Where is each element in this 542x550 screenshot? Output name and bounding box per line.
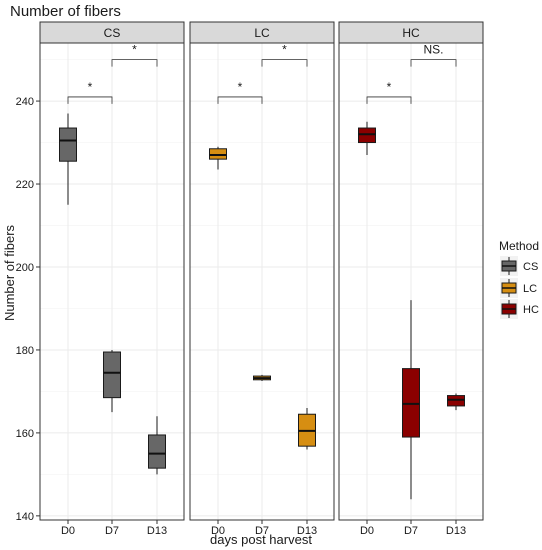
box-d7 <box>402 300 420 500</box>
facet-strip-label: HC <box>402 26 420 40</box>
significance-bracket <box>67 96 113 104</box>
facet-strip-label: LC <box>254 26 270 40</box>
box-iqr <box>59 127 77 162</box>
legend-label: HC <box>523 304 539 316</box>
x-tick-label: D0 <box>61 525 75 537</box>
y-tick-label: 180 <box>16 345 34 357</box>
box-d0 <box>358 121 376 155</box>
y-tick-label: 220 <box>16 179 34 191</box>
x-tick-label: D13 <box>147 525 167 537</box>
box-d13 <box>148 416 166 475</box>
y-axis-label: Number of fibers <box>2 224 17 321</box>
significance-label: * <box>282 43 287 57</box>
y-tick-label: 240 <box>16 96 34 108</box>
x-axis-label: days post harvest <box>210 532 312 547</box>
y-tick-label: 160 <box>16 428 34 440</box>
box-iqr <box>447 395 465 407</box>
box-d0 <box>59 113 77 205</box>
panel-cs: CS * * D0 D7 D13 <box>39 21 185 537</box>
facet-strip-label: CS <box>104 26 121 40</box>
box-d13 <box>447 393 465 411</box>
significance-label: NS. <box>423 43 443 57</box>
panel-lc: LC * * D0 D7 D13 <box>189 21 335 537</box>
legend-title: Method <box>499 239 539 253</box>
box-iqr <box>209 148 227 160</box>
y-tick-label: 200 <box>16 262 34 274</box>
legend-item-cs: CS <box>500 256 538 276</box>
significance-bracket <box>410 59 457 67</box>
box-d13 <box>298 408 316 450</box>
x-tick-label: D0 <box>360 525 374 537</box>
x-tick-label: D7 <box>255 525 269 537</box>
x-tick-label: D7 <box>105 525 119 537</box>
x-tick-label: D13 <box>297 525 317 537</box>
facet-panels: CS * * D0 D7 D13 LC * * D0 D7 D13 HC * NS. D0 D7 D13 <box>39 21 484 537</box>
legend-label: CS <box>523 261 538 273</box>
legend-item-lc: LC <box>500 278 537 298</box>
box-iqr <box>358 127 376 144</box>
box-iqr <box>402 368 420 438</box>
significance-label: * <box>387 80 392 94</box>
legend-item-hc: HC <box>500 299 539 319</box>
significance-label: * <box>132 43 137 57</box>
panel-hc: HC * NS. D0 D7 D13 <box>338 21 484 537</box>
significance-label: * <box>238 80 243 94</box>
significance-bracket <box>366 96 412 104</box>
y-tick-label: 140 <box>16 511 34 523</box>
x-tick-label: D13 <box>446 525 466 537</box>
box-d7 <box>253 374 271 382</box>
chart-title: Number of fibers <box>10 3 121 20</box>
box-iqr <box>103 351 121 399</box>
box-d7 <box>103 349 121 413</box>
significance-bracket <box>261 59 308 67</box>
box-d0 <box>209 146 227 170</box>
legend: Method CS LC HC <box>499 239 539 319</box>
box-iqr <box>148 434 166 469</box>
legend-label: LC <box>523 283 537 295</box>
x-tick-label: D0 <box>211 525 225 537</box>
significance-label: * <box>88 80 93 94</box>
significance-bracket <box>217 96 263 104</box>
significance-bracket <box>111 59 158 67</box>
y-axis: 140 160 180 200 220 240 <box>16 96 40 523</box>
x-tick-label: D7 <box>404 525 418 537</box>
